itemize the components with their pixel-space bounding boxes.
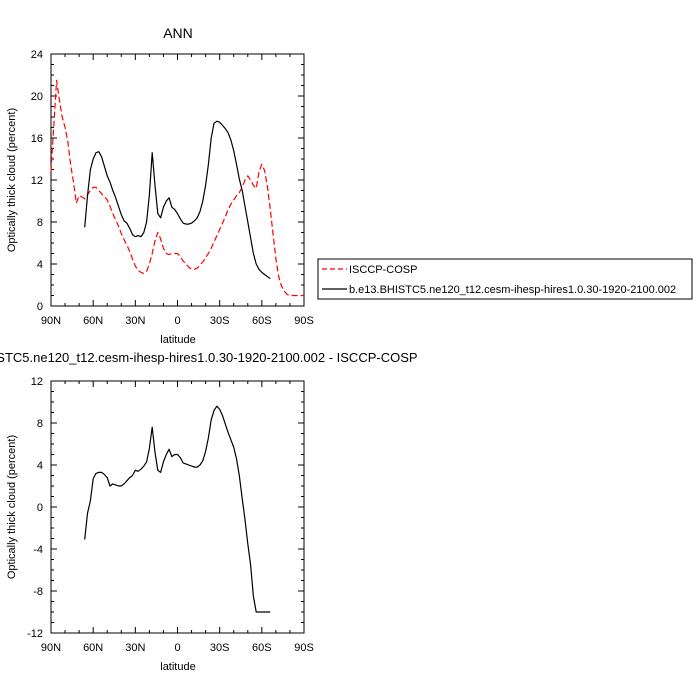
top-series-line-1 bbox=[84, 120, 271, 280]
top-y-tick-label: 8 bbox=[37, 217, 43, 229]
bottom-y-tick-label: -8 bbox=[33, 586, 43, 598]
bottom-y-tick-label: -12 bbox=[27, 628, 43, 640]
bottom-x-tick-label: 30N bbox=[125, 642, 145, 654]
bottom-chart-title: b.e13.BHISTC5.ne120_t12.cesm-ihesp-hires… bbox=[0, 350, 418, 365]
bottom-x-tick-label: 60S bbox=[252, 642, 272, 654]
legend-box bbox=[317, 258, 693, 300]
bottom-series-line-0 bbox=[84, 405, 271, 613]
bottom-y-tick-label: -4 bbox=[33, 544, 43, 556]
top-chart-title: ANN bbox=[163, 25, 193, 41]
bottom-y-tick-label: 8 bbox=[37, 418, 43, 430]
top-y-axis-label: Optically thick cloud (percent) bbox=[6, 108, 18, 252]
top-y-tick-label: 16 bbox=[31, 133, 43, 145]
top-x-tick-label: 60S bbox=[252, 315, 272, 327]
bottom-x-tick-label: 30S bbox=[210, 642, 230, 654]
legend: ISCCP-COSP b.e13.BHISTC5.ne120_t12.cesm-… bbox=[317, 258, 693, 300]
bottom-x-tick-label: 90S bbox=[294, 642, 314, 654]
top-y-tick-label: 4 bbox=[37, 259, 43, 271]
bottom-y-tick-label: 4 bbox=[37, 460, 43, 472]
legend-label-model: b.e13.BHISTC5.ne120_t12.cesm-ihesp-hires… bbox=[349, 284, 676, 296]
bottom-plot-area: 90N 60N 30N 0 30S 60S 90S -12 -8 -4 0 4 8 12 bbox=[27, 376, 314, 654]
bottom-y-tick-label: 12 bbox=[31, 376, 43, 388]
bottom-y-axis-label: Optically thick cloud (percent) bbox=[6, 435, 18, 579]
bottom-x-tick-label: 60N bbox=[83, 642, 103, 654]
top-y-tick-label: 0 bbox=[37, 301, 43, 313]
top-x-tick-label: 0 bbox=[174, 315, 180, 327]
bottom-x-tick-label: 90N bbox=[41, 642, 61, 654]
top-x-tick-label: 90S bbox=[294, 315, 314, 327]
top-plot-area: 90N 60N 30N 0 30S 60S 90S 0 4 8 12 16 20 24 bbox=[31, 49, 314, 327]
top-x-axis-label: latitude bbox=[160, 334, 195, 346]
top-x-tick-label: 60N bbox=[83, 315, 103, 327]
top-y-tick-label: 20 bbox=[31, 91, 43, 103]
bottom-x-tick-label: 0 bbox=[174, 642, 180, 654]
top-y-tick-label: 12 bbox=[31, 175, 43, 187]
top-x-tick-label: 30N bbox=[125, 315, 145, 327]
bottom-y-tick-label: 0 bbox=[37, 502, 43, 514]
top-x-tick-label: 90N bbox=[41, 315, 61, 327]
top-x-tick-label: 30S bbox=[210, 315, 230, 327]
bottom-x-axis-label: latitude bbox=[160, 661, 195, 673]
legend-label-isccp: ISCCP-COSP bbox=[349, 264, 417, 276]
top-series-line-0 bbox=[50, 79, 304, 297]
top-y-tick-label: 24 bbox=[31, 49, 43, 61]
